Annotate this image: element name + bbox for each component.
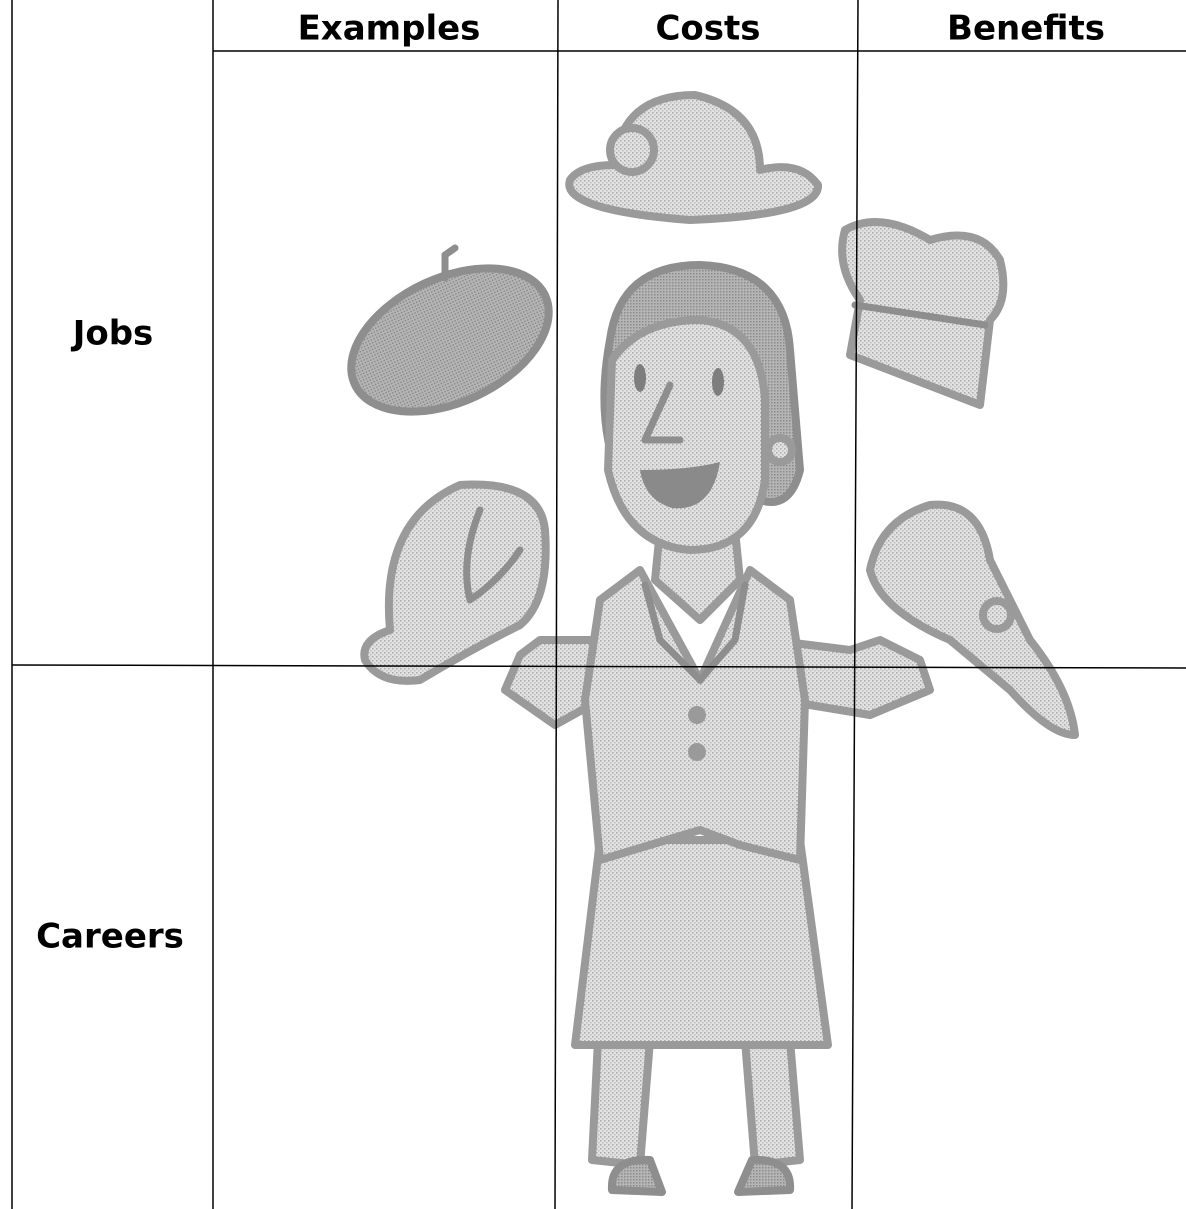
cap-button [979,597,1015,633]
button [688,706,706,724]
shoe [734,1155,795,1196]
skirt [571,836,832,1049]
illustration [347,91,1079,1196]
leg [588,1036,654,1169]
collar [641,581,749,684]
column-header: Benefits [947,9,1105,49]
ear [764,434,796,466]
nose [641,381,684,444]
beret [347,264,553,416]
hat [565,91,822,224]
column-header: Examples [298,9,481,49]
mouth [640,462,720,509]
eye [634,364,646,392]
face [604,316,769,554]
row-rule [11,664,1186,669]
shoe [607,1155,666,1196]
hard-hat-ridge [463,506,524,604]
column-header: Costs [655,9,760,49]
button [688,743,706,761]
row-header: Jobs [71,314,154,354]
table-grid [11,0,1186,1209]
row-header: Careers [36,917,184,957]
hard-hat [360,480,550,685]
flower [606,124,658,176]
chef-hat-band [851,301,989,329]
cap [866,500,1079,739]
leg [741,1036,804,1169]
column-rule [851,0,859,1209]
eye [712,368,724,396]
column-rule [554,0,559,1209]
beret-stem [441,244,459,282]
